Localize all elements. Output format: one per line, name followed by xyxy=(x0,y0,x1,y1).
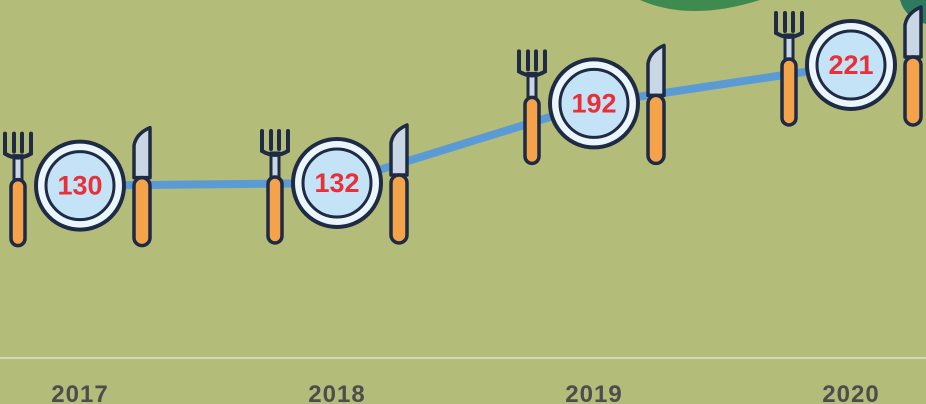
knife-handle xyxy=(389,173,409,245)
x-tick-label: 2020 xyxy=(822,381,879,404)
fork-handle xyxy=(780,57,798,127)
fork-head xyxy=(517,49,547,78)
knife-blade xyxy=(903,5,923,59)
fork-handle xyxy=(266,175,284,245)
knife-handle xyxy=(903,55,923,127)
plate-inner xyxy=(44,150,116,222)
knife-blade xyxy=(646,43,666,98)
data-label: 192 xyxy=(571,88,616,118)
plate-inner xyxy=(301,147,373,219)
knife-blade xyxy=(389,123,409,177)
knife-blade xyxy=(132,125,152,180)
fork-head xyxy=(774,10,804,39)
knife-handle xyxy=(132,175,152,248)
line xyxy=(79,61,852,190)
fork-head xyxy=(260,128,290,157)
data-label: 132 xyxy=(314,168,359,198)
fork-head xyxy=(3,131,33,160)
x-tick-label: 2018 xyxy=(308,381,365,404)
fork-handle xyxy=(9,177,27,248)
x-tick-label: 2019 xyxy=(565,381,622,404)
decoration xyxy=(640,0,760,11)
plate-marker: 132 xyxy=(260,123,409,245)
data-label: 130 xyxy=(57,171,102,201)
x-tick-label: 2017 xyxy=(51,381,108,404)
plate-inner xyxy=(558,67,630,139)
plate-marker: 192 xyxy=(517,43,666,166)
plate-marker: 221 xyxy=(774,5,923,127)
plate-inner xyxy=(815,29,887,101)
fork-handle xyxy=(523,95,541,166)
plate-marker: 130 xyxy=(3,125,152,248)
data-label: 221 xyxy=(828,50,873,80)
knife-handle xyxy=(646,93,666,166)
